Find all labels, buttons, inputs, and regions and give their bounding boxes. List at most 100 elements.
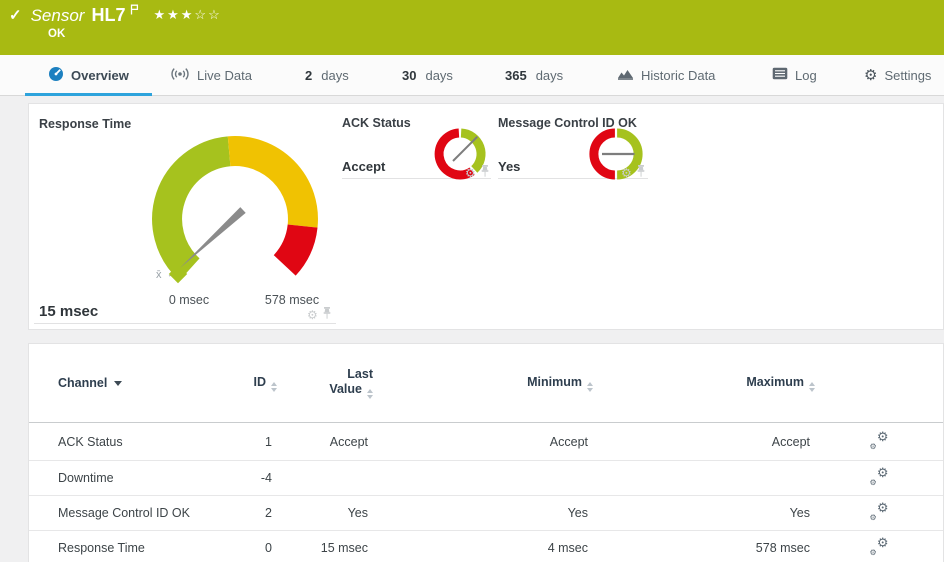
- channel-maximum: Accept: [593, 422, 815, 461]
- column-header-maximum[interactable]: Maximum: [593, 344, 815, 423]
- donut-green-segment: [616, 128, 643, 180]
- tab-365-days[interactable]: 365 days: [505, 55, 563, 95]
- column-header-actions: [815, 344, 943, 423]
- table-row: Message Control ID OK 2 Yes Yes Yes ⚙ ⚙: [29, 495, 943, 531]
- channel-minimum: [373, 460, 593, 496]
- channel-settings-icon[interactable]: ⚙ ⚙: [869, 428, 889, 451]
- channel-name[interactable]: ACK Status: [29, 422, 244, 461]
- channel-settings-icon[interactable]: ⚙ ⚙: [869, 465, 889, 487]
- live-broadcast-icon: [170, 67, 190, 84]
- sort-caret-icon: [114, 381, 123, 386]
- tab-live-data[interactable]: Live Data: [170, 55, 252, 95]
- gauge-scale-max: 578 msec: [264, 293, 320, 307]
- tab-label: days: [321, 67, 349, 83]
- gauge-actions: ⚙: [307, 306, 332, 324]
- settings-gear-icon: ⚙: [864, 67, 878, 84]
- tab-bar: Overview Live Data 2 days 30 days 365 da…: [0, 55, 944, 96]
- channel-last-value: Accept: [277, 422, 373, 461]
- tab-overview[interactable]: Overview: [48, 55, 129, 95]
- tab-label: Overview: [71, 67, 129, 83]
- channel-name[interactable]: Downtime: [29, 460, 244, 496]
- channel-last-value: [277, 460, 373, 496]
- current-value-diamond: [168, 264, 188, 284]
- sensor-header: ✓ Sensor HL7 ★★★☆☆ OK: [0, 0, 944, 55]
- column-header-minimum[interactable]: Minimum: [373, 344, 593, 423]
- pin-icon[interactable]: [322, 306, 332, 324]
- divider: [34, 323, 336, 324]
- gauge-settings-icon[interactable]: ⚙: [465, 166, 476, 180]
- channel-name[interactable]: Response Time: [29, 530, 244, 562]
- message-control-value: Yes: [498, 159, 521, 174]
- tab-historic-data[interactable]: Historic Data: [617, 55, 715, 95]
- gauge-actions: ⚙: [465, 164, 490, 182]
- tab-label: days: [425, 67, 453, 83]
- donut-green-segment: [460, 128, 486, 173]
- column-header-id[interactable]: ID: [244, 344, 277, 423]
- avg-marker-label: x̄: [156, 269, 162, 281]
- pin-icon[interactable]: [636, 164, 646, 182]
- channels-panel: Channel ID Last Value Minimum Maximum: [28, 343, 944, 562]
- channel-id: 2: [244, 495, 277, 531]
- sort-icon: [809, 381, 815, 392]
- channel-last-value: 15 msec: [277, 530, 373, 562]
- sort-icon: [367, 389, 373, 399]
- column-label: ID: [253, 374, 267, 389]
- channel-minimum: Yes: [373, 495, 593, 531]
- flag-icon[interactable]: [130, 2, 139, 20]
- sensor-title-row: ✓ Sensor HL7 ★★★☆☆: [9, 2, 222, 26]
- gauge-settings-icon[interactable]: ⚙: [307, 308, 318, 322]
- column-header-last-value[interactable]: Last Value: [277, 344, 373, 423]
- response-time-value: 15 msec: [39, 303, 99, 320]
- gauge-red-segment: [273, 223, 318, 276]
- sort-icon: [271, 381, 277, 392]
- gauge-settings-icon[interactable]: ⚙: [621, 166, 632, 180]
- tab-30-days[interactable]: 30 days: [402, 55, 453, 95]
- tab-label: Settings: [884, 67, 932, 83]
- priority-stars[interactable]: ★★★☆☆: [153, 7, 222, 22]
- column-header-channel[interactable]: Channel: [29, 344, 244, 423]
- table-row: Response Time 0 15 msec 4 msec 578 msec …: [29, 530, 943, 562]
- channel-maximum: 578 msec: [593, 530, 815, 562]
- channel-maximum: [593, 460, 815, 496]
- column-label: Channel: [58, 376, 108, 390]
- tab-number: 365: [505, 67, 527, 83]
- tab-settings[interactable]: ⚙ Settings: [864, 55, 931, 95]
- object-type-label: Sensor: [30, 6, 85, 25]
- gauge-yellow-segment: [227, 136, 318, 228]
- sensor-name: HL7: [91, 5, 126, 25]
- column-label: Value: [329, 382, 362, 396]
- divider: [342, 178, 491, 179]
- historic-chart-icon: [617, 67, 634, 84]
- tab-label: days: [535, 67, 564, 83]
- tab-log[interactable]: Log: [772, 55, 817, 95]
- pin-icon[interactable]: [480, 164, 490, 182]
- channel-id: 1: [244, 422, 277, 461]
- channel-maximum: Yes: [593, 495, 815, 531]
- channel-settings-icon[interactable]: ⚙ ⚙: [869, 535, 889, 557]
- response-time-title: Response Time: [39, 117, 132, 131]
- channels-table: Channel ID Last Value Minimum Maximum: [29, 344, 943, 562]
- gauges-panel: Response Time x̄ 0 msec 578 msec 15 msec…: [28, 103, 944, 330]
- column-label: Minimum: [527, 374, 582, 389]
- gauge-actions: ⚙: [621, 164, 646, 182]
- channel-last-value: Yes: [277, 495, 373, 531]
- divider: [498, 178, 648, 179]
- gauge-scale-min: 0 msec: [168, 293, 210, 307]
- response-time-gauge: x̄: [152, 136, 318, 284]
- message-control-title: Message Control ID OK: [498, 116, 637, 130]
- gauge-needle: [452, 135, 479, 162]
- tab-2-days[interactable]: 2 days: [305, 55, 349, 95]
- log-list-icon: [772, 67, 788, 83]
- tab-number: 2: [305, 67, 313, 83]
- active-tab-underline: [25, 93, 152, 96]
- table-row: ACK Status 1 Accept Accept Accept ⚙ ⚙: [29, 422, 943, 461]
- channel-minimum: 4 msec: [373, 530, 593, 562]
- sensor-status-badge: OK: [48, 28, 66, 40]
- channel-settings-icon[interactable]: ⚙ ⚙: [869, 500, 889, 522]
- column-label: Last: [347, 367, 373, 381]
- donut-red-segment: [589, 128, 616, 180]
- channel-name[interactable]: Message Control ID OK: [29, 495, 244, 531]
- donut-red-segment: [434, 128, 475, 180]
- table-header-row: Channel ID Last Value Minimum Maximum: [29, 344, 943, 423]
- tab-label: Historic Data: [641, 67, 716, 83]
